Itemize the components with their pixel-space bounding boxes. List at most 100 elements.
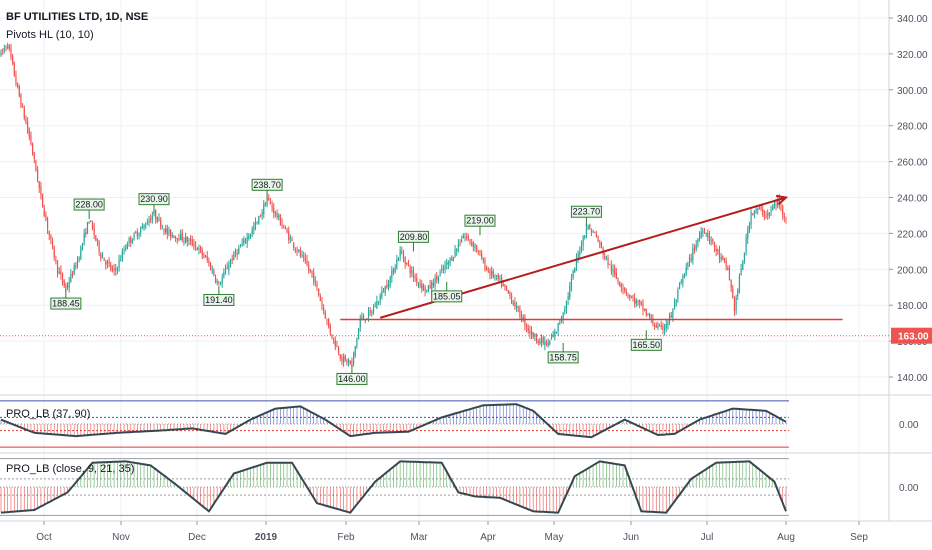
candle-body [504, 284, 506, 287]
candle-body [634, 298, 636, 304]
candle-body [334, 340, 336, 347]
candle-body [308, 265, 310, 270]
candle-body [462, 235, 464, 239]
candle-body [70, 274, 72, 282]
candle-body [113, 268, 115, 271]
candle-body [512, 303, 514, 305]
candle-body [3, 48, 5, 51]
candle-body [105, 261, 107, 265]
candle-body [585, 227, 588, 235]
candle-body [444, 265, 446, 270]
symbol-title[interactable]: BF UTILITIES LTD, 1D, NSE [6, 11, 148, 23]
candle-body [599, 242, 601, 244]
candle-body [186, 237, 188, 243]
indicator-legend-osc1[interactable]: PRO_LB (37, 90) [6, 408, 90, 420]
candle-body [752, 213, 754, 215]
candle-body [319, 295, 321, 302]
candle-body [461, 240, 463, 242]
candle-body [683, 273, 686, 278]
candle-body [321, 301, 323, 306]
candle-body [785, 218, 787, 220]
candle-body [56, 260, 59, 273]
candle-body [135, 231, 137, 234]
time-tick-label: May [545, 532, 564, 543]
candle-body [298, 250, 300, 252]
candle-body [196, 248, 198, 251]
candle-body [619, 282, 621, 286]
candle-body [244, 240, 247, 242]
candle-body [253, 226, 255, 230]
candle-body [23, 107, 25, 119]
candle-body [51, 240, 54, 246]
candle-body [407, 263, 410, 266]
candle-body [667, 322, 669, 326]
candle-body [698, 236, 701, 239]
candle-body [773, 204, 775, 209]
candle-body [697, 239, 699, 244]
candle-body [454, 249, 456, 257]
candle-body [145, 225, 147, 227]
candle-body [624, 287, 626, 291]
candle-body [28, 130, 30, 137]
candle-body [481, 252, 483, 260]
candle-body [685, 267, 687, 274]
candle-body [106, 262, 109, 264]
candle-body [189, 239, 192, 241]
candle-body [131, 240, 133, 244]
candle-body [204, 256, 207, 258]
candle-body [166, 227, 168, 235]
candle-body [532, 332, 534, 338]
indicator-legend-pivots[interactable]: Pivots HL (10, 10) [6, 29, 94, 41]
candle-body [251, 229, 253, 235]
price-tick-label: 140.00 [897, 373, 928, 384]
candle-body [652, 318, 654, 325]
candle-body [351, 361, 353, 364]
oscillator-1-layer [0, 400, 789, 448]
candle-body [663, 327, 666, 331]
candle-body [304, 257, 306, 261]
candle-body [690, 258, 692, 260]
candle-body [78, 257, 80, 260]
candle-body [412, 270, 415, 278]
candle-body [492, 271, 494, 278]
candle-body [772, 207, 774, 211]
candle-body [208, 260, 210, 264]
candle-body [775, 204, 777, 206]
candle-body [600, 242, 602, 248]
candle-body [68, 282, 70, 288]
candle-body [233, 252, 235, 261]
candle-body [27, 121, 29, 131]
candle-body [399, 249, 401, 257]
candle-body [391, 270, 393, 278]
candle-body [281, 223, 283, 227]
time-tick-label: 2019 [255, 532, 278, 543]
candle-body [668, 315, 671, 322]
candle-body [780, 205, 782, 207]
candle-body [675, 300, 677, 303]
indicator-legend-osc2[interactable]: PRO_LB (close, 9, 21, 35) [6, 463, 134, 475]
candle-body [261, 212, 263, 216]
candle-body [108, 260, 110, 264]
price-tick-label: 200.00 [897, 265, 928, 276]
candle-body [213, 270, 215, 276]
candle-body [357, 328, 360, 340]
candle-body [273, 207, 275, 214]
time-tick-label: Jun [623, 532, 639, 543]
candle-body [98, 241, 100, 253]
candle-body [665, 324, 667, 329]
candle-body [763, 214, 765, 216]
candle-body [672, 309, 674, 318]
candle-body [356, 338, 358, 347]
candle-body [472, 242, 474, 248]
candle-body [580, 245, 583, 251]
time-tick-label: Oct [36, 532, 52, 543]
price-tick-label: 180.00 [897, 301, 928, 312]
candle-body [75, 265, 77, 267]
price-tick-label: 260.00 [897, 158, 928, 169]
candle-body [677, 290, 679, 300]
candle-body [263, 204, 265, 215]
time-axis[interactable]: Oct Nov Dec 2019 Feb Mar Apr May Jun Jul Aug Sep [36, 521, 868, 543]
pivot-box [251, 178, 283, 191]
candle-body [203, 255, 205, 258]
